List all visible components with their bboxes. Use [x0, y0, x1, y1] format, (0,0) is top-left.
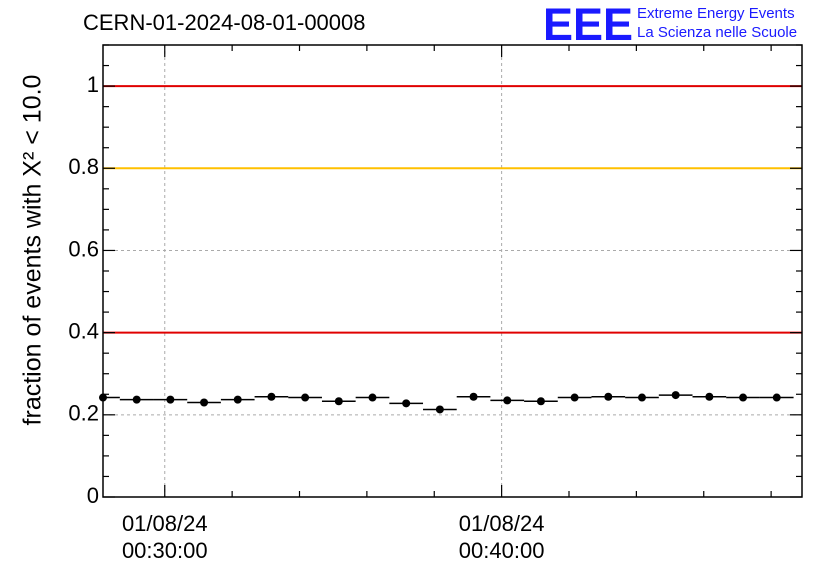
- data-point: [233, 395, 242, 404]
- data-point: [368, 393, 377, 402]
- data-point: [739, 393, 748, 402]
- data-point: [200, 398, 209, 407]
- data-point: [402, 399, 411, 408]
- data-point: [604, 392, 613, 401]
- grid: [103, 45, 802, 497]
- data-point: [772, 393, 781, 402]
- data-point: [570, 393, 579, 402]
- data-point: [469, 392, 478, 401]
- data-point: [503, 396, 512, 405]
- plot-frame: [102, 44, 803, 498]
- y-tick-label: 0.8: [68, 154, 99, 179]
- data-points: [99, 391, 794, 414]
- data-point: [267, 392, 276, 401]
- eee-logo: EEE: [543, 0, 634, 50]
- y-tick-label: 0.2: [68, 401, 99, 426]
- data-point: [334, 397, 343, 406]
- y-tick-label: 0: [87, 483, 99, 508]
- logo-line-2: La Scienza nelle Scuole: [637, 24, 798, 41]
- run-title: CERN-01-2024-08-01-00008: [83, 10, 366, 35]
- x-tick-label-time: 00:30:00: [122, 538, 208, 563]
- y-tick-labels: 0 0.2 0.4 0.6 0.8 1: [68, 72, 99, 508]
- reference-lines: [103, 85, 802, 334]
- x-tick-label-date: 01/08/24: [459, 511, 545, 536]
- data-point: [435, 405, 444, 414]
- data-point: [301, 393, 310, 402]
- logo-tagline: Extreme Energy Events La Scienza nelle S…: [637, 4, 797, 42]
- y-axis-label: fraction of events with X² < 10.0: [19, 75, 47, 426]
- y-tick-label: 0.6: [68, 236, 99, 261]
- data-point: [536, 397, 545, 406]
- y-tick-label: 0.4: [68, 318, 99, 343]
- data-point: [637, 393, 646, 402]
- data-point: [705, 392, 714, 401]
- data-point: [166, 395, 175, 404]
- axis-ticks: [103, 44, 802, 498]
- data-point: [671, 391, 680, 400]
- data-point: [132, 395, 141, 404]
- logo-line-1: Extreme Energy Events: [637, 5, 795, 22]
- y-tick-label: 1: [87, 72, 99, 97]
- x-tick-label-time: 00:40:00: [459, 538, 545, 563]
- x-tick-label-date: 01/08/24: [122, 511, 208, 536]
